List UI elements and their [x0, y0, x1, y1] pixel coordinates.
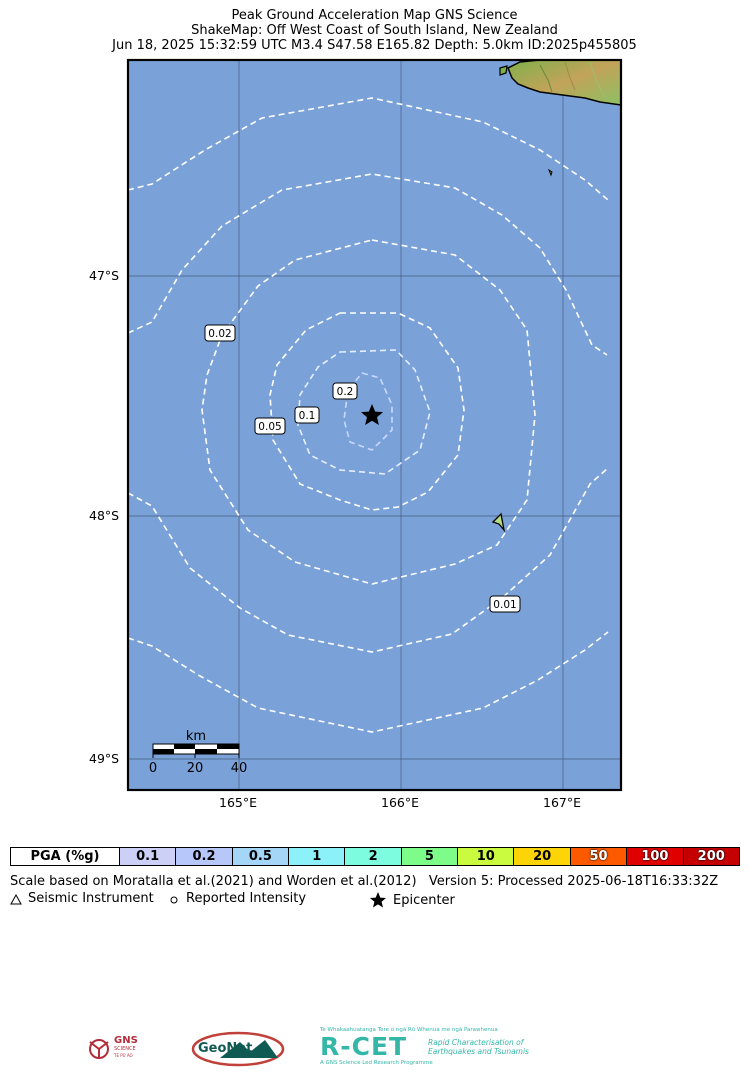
land-south-island	[491, 60, 621, 533]
gns-text: GNS SCIENCE TE PŪ AO	[114, 1035, 138, 1059]
svg-text:0.02: 0.02	[208, 328, 231, 340]
contour-0.2	[343, 372, 393, 451]
svg-text:0: 0	[149, 761, 157, 776]
legend-item: 10	[457, 848, 514, 865]
contour-0.01-outer-bottom	[128, 631, 609, 733]
scale-note: Scale based on Moratalla et al.(2021) an…	[10, 874, 417, 889]
map-title: Peak Ground Acceleration Map GNS Science…	[0, 8, 749, 53]
legend-item: 0.2	[175, 848, 232, 865]
legend-item: 1	[288, 848, 345, 865]
title-line-1: Peak Ground Acceleration Map GNS Science	[231, 8, 518, 23]
symbol-seismic-instrument: Seismic Instrument	[10, 891, 154, 906]
symbol-reported-intensity: Reported Intensity	[168, 891, 306, 906]
contour-labels: 0.02 0.2 0.1 0.05 0.01	[204, 324, 521, 613]
geonet-logo: GeoNet	[190, 1030, 286, 1068]
legend-item: 100	[626, 848, 683, 865]
legend-item: 0.5	[231, 848, 289, 865]
title-line-2: ShakeMap: Off West Coast of South Island…	[191, 23, 558, 38]
legend-title: PGA (%g)	[11, 848, 119, 865]
lon-label-167: 167°E	[543, 795, 582, 810]
lat-label-49: 49°S	[89, 751, 120, 766]
contour-0.01-lower	[128, 467, 609, 653]
contour-label-0.01: 0.01	[489, 595, 521, 613]
contour-0.05	[269, 312, 465, 511]
circle-icon	[170, 896, 178, 903]
scale-bar: km 0 20 40	[149, 729, 247, 776]
shakemap-svg: 0.02 0.2 0.1 0.05 0.01 km	[126, 58, 623, 792]
lon-label-166: 166°E	[381, 795, 420, 810]
legend-item: 2	[344, 848, 401, 865]
lat-label-47: 47°S	[89, 268, 120, 283]
legend-item: 5	[400, 848, 458, 865]
svg-text:0.2: 0.2	[337, 386, 354, 398]
geonet-ellipse-icon	[191, 1031, 285, 1067]
svg-text:km: km	[186, 729, 206, 744]
rcet-logo: Te Whakaahuatanga Tere o ngā Rū Whenua m…	[320, 1027, 529, 1066]
star-icon	[370, 892, 386, 908]
contour-label-0.05: 0.05	[254, 417, 286, 435]
contour-label-0.02: 0.02	[204, 324, 236, 342]
contour-label-0.2: 0.2	[332, 382, 358, 400]
contour-0.01	[128, 173, 608, 356]
gridlines	[128, 60, 621, 790]
lon-label-165: 165°E	[219, 795, 258, 810]
gns-science-logo: GNS SCIENCE TE PŪ AO	[86, 1036, 146, 1062]
version-note: Version 5: Processed 2025-06-18T16:33:32…	[428, 874, 719, 889]
symbol-epicenter: Epicenter	[369, 891, 455, 909]
contour-0.01-outer-top	[128, 97, 609, 201]
svg-text:20: 20	[187, 761, 204, 776]
gns-emblem-icon	[89, 1039, 109, 1059]
legend-item: 0.1	[118, 848, 176, 865]
lat-label-48: 48°S	[89, 508, 120, 523]
svg-text:0.1: 0.1	[299, 410, 316, 422]
contour-label-0.1: 0.1	[294, 406, 320, 424]
legend-item: 20	[513, 848, 570, 865]
legend-item: 50	[569, 848, 627, 865]
ocean	[128, 60, 621, 790]
epicenter-star-icon	[361, 404, 383, 425]
symbol-key: Seismic Instrument Reported Intensity Ep…	[10, 891, 740, 909]
legend-item: 200	[682, 848, 739, 865]
scale-note-line: Scale based on Moratalla et al.(2021) an…	[10, 874, 718, 889]
pga-legend: PGA (%g) 0.1 0.2 0.5 1 2 5 10 20 50 100 …	[10, 847, 740, 866]
map-frame	[126, 58, 623, 792]
svg-text:0.05: 0.05	[258, 421, 281, 433]
title-line-3: Jun 18, 2025 15:32:59 UTC M3.4 S47.58 E1…	[112, 38, 637, 53]
svg-text:0.01: 0.01	[493, 599, 516, 611]
contour-0.1	[297, 349, 431, 475]
svg-text:40: 40	[231, 761, 248, 776]
triangle-icon	[10, 893, 22, 904]
